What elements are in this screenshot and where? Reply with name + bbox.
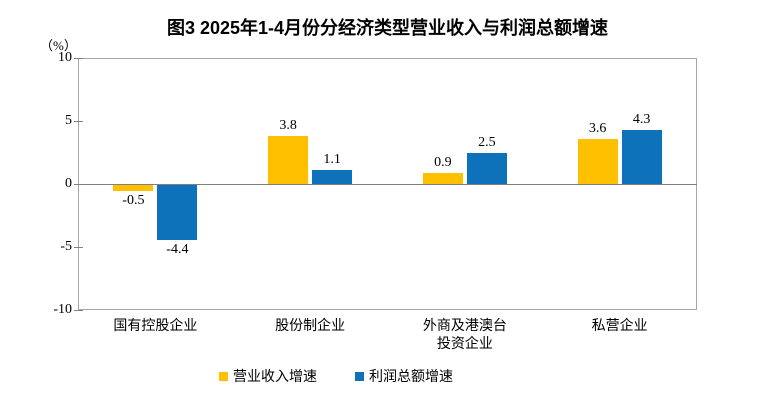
bar-revenue-growth	[268, 136, 309, 184]
category-label: 外商及港澳台 投资企业	[422, 319, 507, 352]
bar-profit-growth	[312, 170, 353, 184]
value-label: -4.4	[166, 242, 189, 258]
legend-label: 营业收入增速	[233, 370, 317, 385]
bar-revenue-growth	[113, 185, 154, 192]
y-axis-tick-label: -5	[60, 239, 72, 254]
y-axis-tick-label: 10	[58, 50, 72, 65]
legend-item-revenue-growth: 营业收入增速	[219, 366, 317, 386]
bar-profit-growth	[466, 152, 507, 184]
zero-axis-line	[78, 184, 697, 185]
bar-profit-growth	[621, 129, 662, 184]
bar-profit-growth	[157, 185, 198, 241]
legend-swatch	[355, 371, 364, 381]
value-label: 3.8	[279, 118, 297, 134]
bar-revenue-growth	[422, 172, 463, 184]
category-label: 国有控股企业	[113, 319, 198, 334]
category-label: 股份制企业	[275, 319, 346, 334]
value-label: 4.3	[632, 111, 651, 127]
y-axis-tick	[74, 310, 83, 311]
value-label: 3.6	[588, 120, 607, 136]
y-axis-tick	[74, 247, 83, 248]
y-axis-unit-label: （%）	[40, 38, 77, 53]
category-label: 私营企业	[591, 319, 648, 334]
value-label: 0.9	[434, 154, 452, 170]
y-axis-tick-label: -10	[53, 302, 72, 317]
value-label: -0.5	[122, 193, 145, 209]
y-axis-tick-label: 0	[65, 176, 72, 191]
y-axis-tick	[74, 121, 83, 122]
y-axis-tick	[74, 58, 83, 59]
value-label: 1.1	[323, 152, 341, 168]
legend: 营业收入增速 利润总额增速	[219, 366, 453, 386]
bar-revenue-growth	[577, 138, 618, 184]
legend-item-profit-growth: 利润总额增速	[355, 366, 453, 386]
y-axis-tick-label: 5	[65, 113, 72, 128]
chart-title: 图3 2025年1-4月份分经济类型营业收入与利润总额增速	[166, 18, 609, 38]
legend-label: 利润总额增速	[369, 370, 453, 385]
legend-swatch	[219, 371, 228, 381]
value-label: 2.5	[478, 134, 496, 150]
